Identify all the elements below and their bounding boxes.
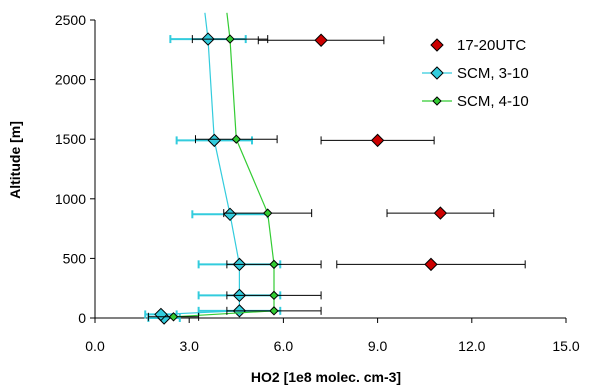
series-line bbox=[173, 12, 275, 318]
legend-marker bbox=[430, 38, 444, 52]
legend-entry-2: SCM, 4-10 bbox=[422, 93, 529, 110]
data-point bbox=[370, 133, 385, 148]
data-point bbox=[168, 312, 179, 322]
data-point bbox=[269, 306, 279, 316]
legend-entry-0: 17-20UTC bbox=[430, 37, 526, 54]
plot-area bbox=[90, 12, 567, 325]
legend-label: SCM, 3-10 bbox=[457, 65, 529, 82]
data-point bbox=[207, 133, 222, 148]
data-point bbox=[314, 33, 328, 47]
legend: 17-20UTC SCM, 3-10 SCM, 4-10 bbox=[422, 37, 529, 110]
legend-label: SCM, 4-10 bbox=[457, 93, 529, 110]
legend-label: 17-20UTC bbox=[457, 37, 526, 54]
data-point bbox=[424, 257, 438, 272]
tick-labels: 0 500 1000 1500 2000 2500 0.0 3.0 6.0 9.0 12.0 15.0 bbox=[55, 12, 580, 354]
series-line bbox=[159, 12, 240, 319]
data-point bbox=[433, 206, 448, 220]
data-point bbox=[231, 134, 242, 144]
series-layer bbox=[144, 12, 526, 325]
y-tick-label: 1500 bbox=[55, 131, 86, 147]
series-0 bbox=[257, 33, 526, 272]
data-point bbox=[223, 207, 237, 222]
series-1 bbox=[144, 12, 282, 325]
x-tick-label: 15.0 bbox=[552, 338, 579, 354]
y-axis-title: Altitude [m] bbox=[7, 121, 23, 199]
series-2 bbox=[147, 12, 322, 322]
x-axis-title: HO2 [1e8 molec. cm-3] bbox=[251, 369, 401, 385]
data-point bbox=[269, 290, 279, 301]
y-tick-label: 0 bbox=[78, 310, 86, 326]
x-tick-label: 3.0 bbox=[179, 338, 199, 354]
data-point bbox=[225, 34, 235, 44]
x-tick-label: 12.0 bbox=[458, 338, 485, 354]
y-tick-label: 2500 bbox=[55, 12, 86, 28]
y-tick-label: 500 bbox=[63, 250, 87, 266]
y-tick-label: 1000 bbox=[55, 191, 86, 207]
data-point bbox=[262, 208, 273, 218]
legend-marker bbox=[430, 66, 444, 80]
data-point bbox=[154, 307, 168, 322]
x-tick-label: 9.0 bbox=[368, 338, 388, 354]
x-tick-label: 0.0 bbox=[85, 338, 105, 354]
legend-marker bbox=[432, 96, 442, 106]
y-tick-label: 2000 bbox=[55, 72, 86, 88]
legend-entry-1: SCM, 3-10 bbox=[422, 65, 529, 82]
data-point bbox=[269, 259, 279, 270]
x-tick-label: 6.0 bbox=[274, 338, 294, 354]
